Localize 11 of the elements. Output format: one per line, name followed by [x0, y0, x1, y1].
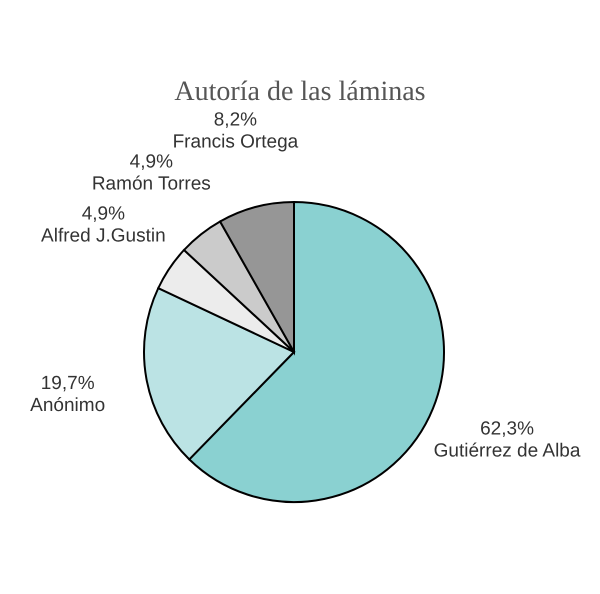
data-label: 19,7%: [40, 372, 95, 394]
chart-title: Autoría de las láminas: [173, 76, 427, 108]
data-label: 8,2%: [214, 110, 258, 131]
data-label: 62,3%: [480, 418, 534, 440]
data-label: 4,9%: [82, 203, 126, 224]
slice-label: Anónimo: [30, 394, 106, 416]
slice-label: Alfred J.Gustin: [41, 225, 166, 246]
slice-label: Ramón Torres: [92, 174, 211, 195]
data-label: 4,9%: [130, 152, 174, 173]
slice-label: Gutiérrez de Alba: [434, 440, 581, 462]
slice-label: Francis Ortega: [172, 132, 299, 153]
